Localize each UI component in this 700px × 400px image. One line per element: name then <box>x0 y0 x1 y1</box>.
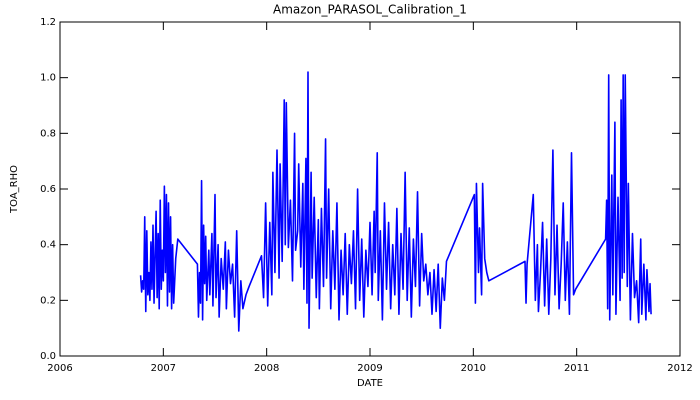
y-tick-label: 0.8 <box>40 128 56 139</box>
data-line <box>139 71 652 332</box>
x-axis-label: DATE <box>357 378 383 389</box>
y-tick-label: 1.2 <box>40 17 56 28</box>
x-tick-label: 2008 <box>254 363 279 374</box>
y-tick-label: 0.4 <box>40 240 56 251</box>
y-axis-label: TOA_RHO <box>9 165 20 214</box>
y-tick-label: 0.6 <box>40 184 56 195</box>
x-tick-label: 2012 <box>667 363 692 374</box>
y-tick-label: 0.0 <box>40 351 56 362</box>
x-tick-label: 2009 <box>357 363 382 374</box>
chart-title: Amazon_PARASOL_Calibration_1 <box>273 3 467 17</box>
x-tick-label: 2007 <box>151 363 176 374</box>
x-tick-label: 2006 <box>47 363 72 374</box>
x-tick-label: 2011 <box>564 363 589 374</box>
y-tick-label: 0.2 <box>40 295 56 306</box>
x-tick-label: 2010 <box>461 363 486 374</box>
y-tick-label: 1.0 <box>40 73 56 84</box>
